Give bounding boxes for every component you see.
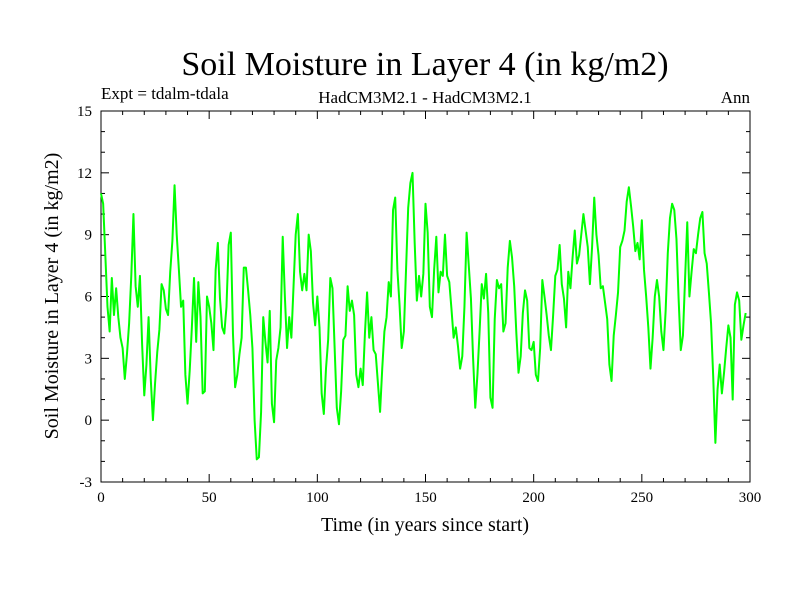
experiment-label: Expt = tdalm-tdala <box>101 84 229 103</box>
x-axis-label: Time (in years since start) <box>321 514 529 536</box>
x-tick-label: 0 <box>97 490 105 506</box>
y-axis-label: Soil Moisture in Layer 4 (in kg/m2) <box>41 153 63 440</box>
x-tick-label: 250 <box>631 490 654 506</box>
model-label: HadCM3M2.1 - HadCM3M2.1 <box>318 88 531 107</box>
soil-moisture-line <box>100 171 747 461</box>
chart-title: Soil Moisture in Layer 4 (in kg/m2) <box>181 46 668 83</box>
y-tick-label: 9 <box>85 228 93 244</box>
x-tick-label: 100 <box>306 490 329 506</box>
season-label: Ann <box>721 88 751 107</box>
x-tick-label: 300 <box>739 490 762 506</box>
x-tick-label: 150 <box>414 490 437 506</box>
y-tick-label: 3 <box>85 351 93 367</box>
x-tick-label: 200 <box>522 490 545 506</box>
x-tick-label: 50 <box>202 490 217 506</box>
y-tick-label: 6 <box>85 290 93 306</box>
axis-ticks <box>100 110 751 483</box>
y-tick-label: -3 <box>80 475 93 491</box>
y-tick-label: 12 <box>77 166 92 182</box>
y-tick-label: 0 <box>85 413 93 429</box>
y-tick-label: 15 <box>77 104 92 120</box>
